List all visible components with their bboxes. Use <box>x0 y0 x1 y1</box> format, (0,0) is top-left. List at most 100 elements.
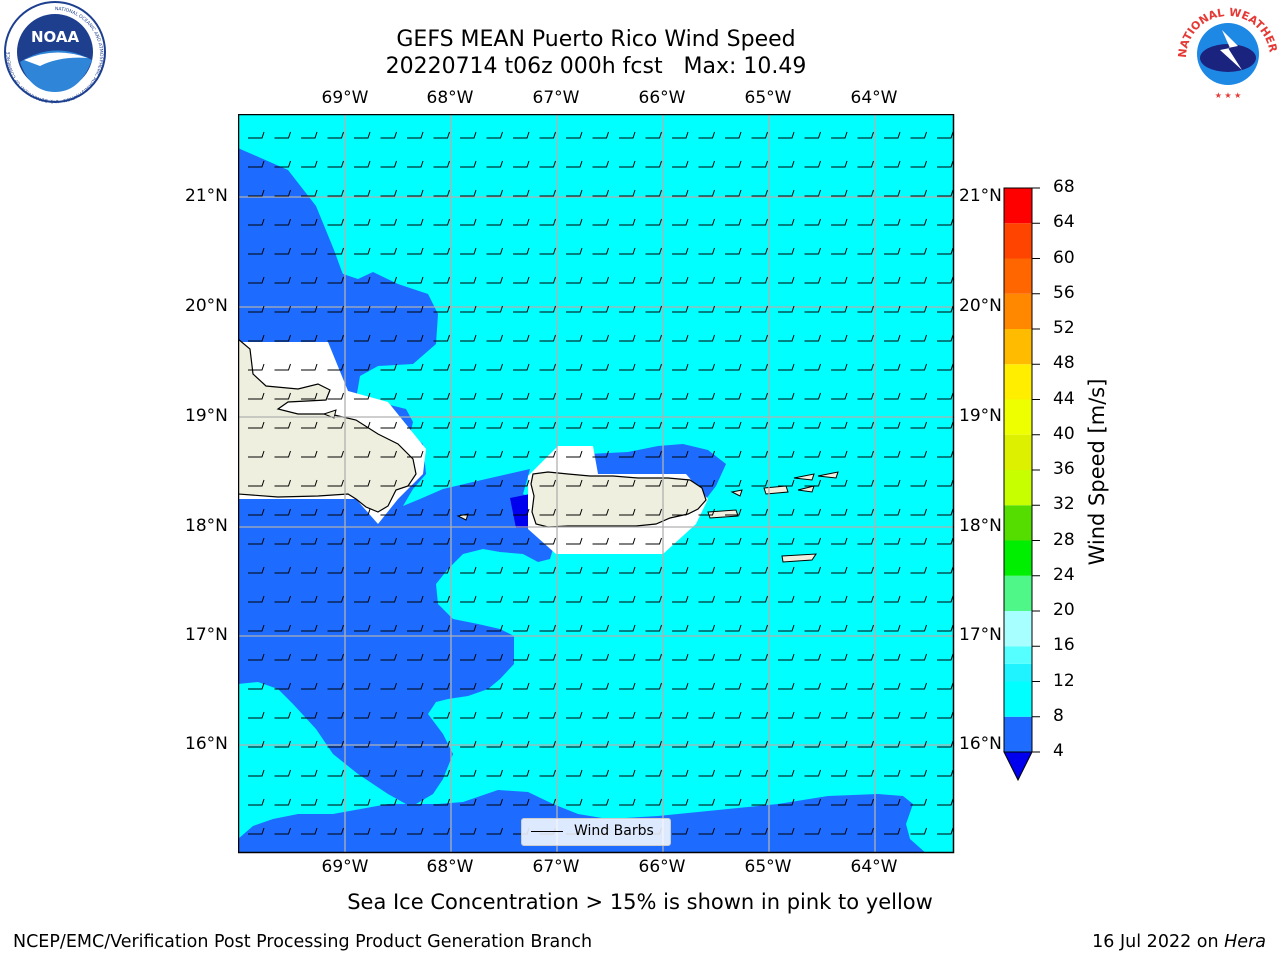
wind-barb <box>910 508 927 516</box>
wind-barb <box>407 334 424 342</box>
wind-barb <box>592 740 609 748</box>
wind-barb <box>725 218 742 226</box>
wind-barb <box>460 189 477 197</box>
wind-barb <box>460 479 477 487</box>
wind-barb <box>274 276 291 284</box>
wind-barb <box>698 334 715 342</box>
wind-barb <box>804 595 821 603</box>
wind-barb <box>778 305 795 313</box>
wind-barb <box>804 653 821 661</box>
wind-barb <box>539 276 556 284</box>
wind-barb <box>248 421 265 429</box>
wind-barb <box>910 392 927 400</box>
wind-barb <box>804 276 821 284</box>
wind-barb <box>327 711 344 719</box>
wind-barb <box>672 334 689 342</box>
lat-label-left: 20°N <box>185 296 228 316</box>
wind-barb <box>884 595 901 603</box>
wind-barb <box>354 566 371 574</box>
wind-barb <box>645 334 662 342</box>
wind-barb <box>433 595 450 603</box>
wind-barb <box>645 798 662 806</box>
wind-barb <box>539 450 556 458</box>
wind-barb <box>354 131 371 139</box>
wind-barb <box>274 827 291 835</box>
wind-barb <box>804 189 821 197</box>
wind-barb <box>698 653 715 661</box>
wind-barb <box>672 537 689 545</box>
wind-barb <box>407 189 424 197</box>
wind-barb <box>884 624 901 632</box>
wind-barb <box>778 653 795 661</box>
wind-barb <box>672 653 689 661</box>
wind-barb <box>566 479 583 487</box>
wind-barb <box>937 131 953 139</box>
wind-barb <box>566 711 583 719</box>
wind-barb <box>566 769 583 777</box>
wind-barb <box>937 276 953 284</box>
wind-barb <box>380 421 397 429</box>
wind-barb <box>566 566 583 574</box>
wind-barb <box>751 537 768 545</box>
wind-barb <box>486 421 503 429</box>
wind-barb <box>672 479 689 487</box>
wind-barb <box>831 682 848 690</box>
wind-barb <box>804 160 821 168</box>
wind-barb <box>460 682 477 690</box>
wind-barb <box>407 769 424 777</box>
wind-barb <box>274 508 291 516</box>
sea-ice-note: Sea Ice Concentration > 15% is shown in … <box>347 890 933 914</box>
wind-barb <box>433 508 450 516</box>
colorbar-bin <box>1004 293 1032 329</box>
wind-barb <box>645 479 662 487</box>
wind-barb <box>513 392 530 400</box>
wind-barb <box>698 189 715 197</box>
footer-branch: NCEP/EMC/Verification Post Processing Pr… <box>13 932 593 952</box>
wind-barb <box>698 711 715 719</box>
wind-barb <box>380 131 397 139</box>
wind-barb <box>751 421 768 429</box>
lat-label-left: 19°N <box>185 406 228 426</box>
wind-barb <box>857 363 874 371</box>
wind-barb <box>619 450 636 458</box>
wind-barb <box>831 827 848 835</box>
wind-barb <box>327 508 344 516</box>
wind-barb <box>380 450 397 458</box>
lat-label-right: 17°N <box>959 625 1002 645</box>
wind-barb <box>274 682 291 690</box>
wind-barb <box>539 160 556 168</box>
footer-host: Hera <box>1224 932 1266 952</box>
wind-barb <box>566 450 583 458</box>
wind-barb <box>698 827 715 835</box>
wind-barb <box>486 334 503 342</box>
wind-barb <box>274 363 291 371</box>
wind-barb <box>751 827 768 835</box>
wind-barb <box>937 827 953 835</box>
wind-barb <box>460 218 477 226</box>
wind-barb <box>486 189 503 197</box>
contour-darkblue <box>510 494 532 528</box>
colorbar-bin <box>1004 223 1032 259</box>
wind-barb <box>301 508 318 516</box>
wind-barb <box>592 624 609 632</box>
wind-barb <box>619 247 636 255</box>
wind-barb <box>804 247 821 255</box>
wind-barb <box>884 711 901 719</box>
wind-barb <box>672 392 689 400</box>
wind-barb <box>539 334 556 342</box>
wind-barb <box>354 653 371 661</box>
wind-barb <box>539 363 556 371</box>
lat-label-right: 18°N <box>959 516 1002 536</box>
wind-barb <box>725 566 742 574</box>
wind-barb <box>645 740 662 748</box>
wind-barb <box>513 711 530 719</box>
wind-barb <box>513 131 530 139</box>
wind-barb <box>248 160 265 168</box>
wind-barb <box>884 218 901 226</box>
wind-barb <box>566 334 583 342</box>
wind-barb <box>884 798 901 806</box>
lon-label-bottom: 69°W <box>321 857 369 877</box>
wind-barb <box>937 769 953 777</box>
wind-barb <box>460 827 477 835</box>
wind-barb <box>539 218 556 226</box>
